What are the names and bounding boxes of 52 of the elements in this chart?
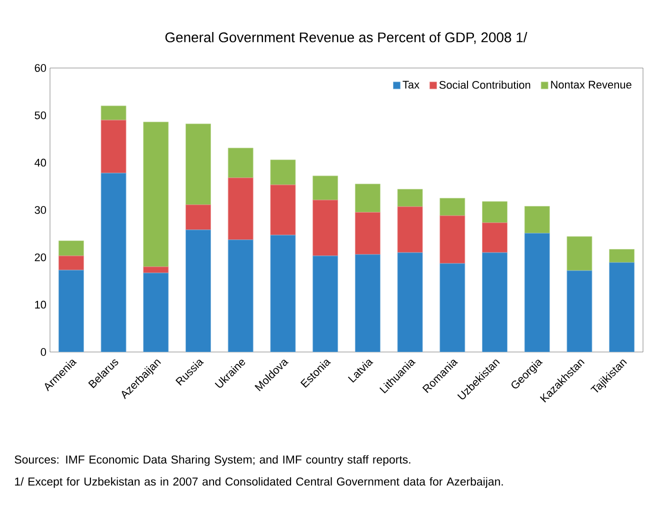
bar — [186, 124, 211, 205]
bar — [440, 198, 466, 216]
bar — [100, 120, 126, 174]
y-tick-label: 10 — [35, 300, 46, 309]
bar — [524, 233, 550, 352]
bar — [58, 270, 84, 352]
legend-label: Social Contribution — [439, 80, 530, 89]
legend-label: Nontax Revenue — [551, 80, 632, 89]
bar — [312, 200, 338, 256]
y-tick-label: 60 — [34, 64, 46, 72]
bar — [228, 178, 254, 240]
bar — [186, 230, 211, 352]
bar — [270, 160, 296, 186]
bar — [566, 270, 592, 352]
bar — [482, 201, 508, 223]
bar — [143, 122, 169, 267]
bar — [609, 262, 635, 352]
bar — [101, 173, 126, 352]
bar — [100, 106, 126, 120]
bar — [143, 272, 168, 352]
bar — [228, 240, 254, 352]
bar — [397, 188, 423, 207]
bar — [524, 206, 550, 234]
bar — [143, 266, 169, 274]
source-note: Sources: IMF Economic Data Sharing System; and IMF country staff reports. — [14, 455, 410, 466]
bar — [312, 256, 338, 352]
text: 1/ Except for Uzbekistan as in 2007 and Consolidated Central Government data for Azerbaijan. — [15, 477, 503, 488]
bar — [440, 215, 466, 264]
y-tick-label: 0 — [40, 348, 46, 356]
y-tick-label: 50 — [34, 111, 46, 120]
bar — [482, 252, 508, 352]
bar — [397, 206, 423, 253]
bar — [354, 212, 380, 255]
bar — [228, 148, 254, 178]
y-tick-label: 20 — [34, 253, 46, 262]
bar — [270, 235, 296, 352]
bar — [440, 263, 465, 352]
bar — [270, 184, 296, 236]
chart-title: General Government Revenue as Percent of GDP, 2008 1/ — [165, 32, 528, 44]
bar — [186, 204, 211, 230]
bar — [58, 240, 84, 256]
bar — [58, 256, 84, 270]
legend-label: Tax — [402, 80, 420, 89]
bar — [355, 254, 380, 352]
bar — [566, 236, 592, 271]
bar — [398, 252, 423, 352]
y-tick-label: 30 — [34, 206, 46, 214]
bar — [609, 249, 635, 263]
bar — [482, 222, 508, 253]
bar — [354, 184, 380, 213]
y-tick-label: 40 — [34, 158, 46, 167]
bar — [312, 176, 338, 200]
